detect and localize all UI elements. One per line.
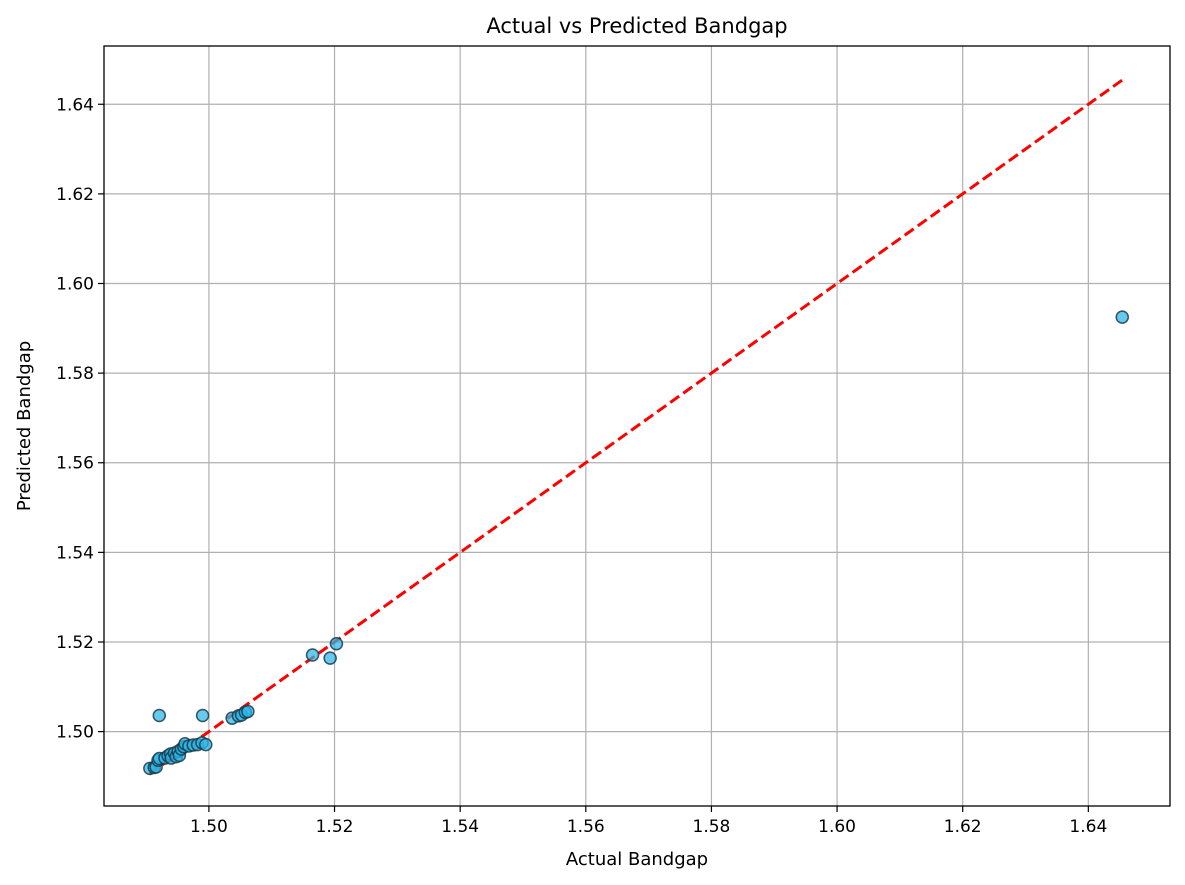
scatter-point [1115,310,1130,324]
y-tick-label: 1.64 [56,95,94,115]
y-tick-label: 1.56 [56,454,94,474]
axis-ticks: 1.50 1.52 1.54 1.56 1.58 1.60 1.62 1.64 1.50 1.52… [56,95,1107,837]
y-tick-label: 1.62 [56,185,94,205]
y-axis-title: Predicted Bandgap [14,341,35,511]
scatter-point [152,708,167,723]
y-tick-label: 1.50 [56,723,94,743]
grid [104,46,1170,806]
x-tick-label: 1.52 [316,817,354,837]
x-axis-title: Actual Bandgap [566,849,708,870]
scatter-point [199,737,213,752]
x-tick-label: 1.56 [567,817,605,837]
y-tick-label: 1.60 [56,275,94,295]
x-tick-label: 1.64 [1069,817,1107,837]
data-points [143,310,1130,776]
scatter-point [305,648,320,662]
y-tick-label: 1.58 [56,364,94,384]
scatter-point [323,651,337,665]
scatter-point [241,704,255,719]
x-tick-label: 1.54 [441,817,479,837]
x-tick-label: 1.62 [944,817,982,837]
scatter-point [195,708,210,723]
scatter-point [329,637,344,651]
chart-title: Actual vs Predicted Bandgap [486,14,787,38]
x-tick-label: 1.60 [818,817,856,837]
x-tick-label: 1.50 [190,817,228,837]
x-tick-label: 1.58 [693,817,731,837]
y-tick-label: 1.52 [56,633,94,653]
plot-frame [103,45,1171,807]
y-tick-label: 1.54 [56,543,94,563]
